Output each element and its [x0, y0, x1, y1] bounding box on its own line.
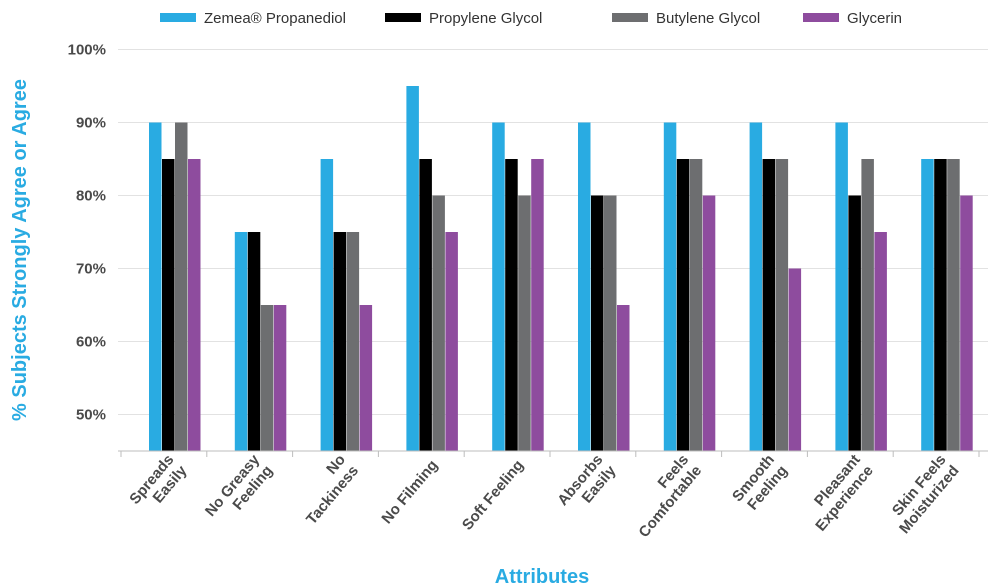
- y-tick-label: 50%: [76, 407, 106, 424]
- bar-propylene-glycol-1: [247, 232, 261, 451]
- x-axis-title: Attributes: [495, 566, 589, 588]
- bar-propylene-glycol-5: [591, 195, 604, 451]
- legend-swatch: [385, 13, 421, 22]
- legend-swatch: [612, 13, 648, 22]
- x-axis: [118, 450, 988, 457]
- y-tick-label: 80%: [76, 188, 106, 205]
- y-tick-label: 70%: [76, 261, 106, 278]
- bar-glycerin-1: [273, 305, 287, 451]
- bar-propylene-glycol-8: [848, 195, 861, 451]
- x-category-label-line: No Filming: [378, 457, 441, 527]
- legend-label: Zemea® Propanediol: [204, 10, 346, 27]
- bar-butylene-glycol-9: [947, 159, 960, 451]
- bar-glycerin-0: [188, 159, 201, 451]
- bar-zemea-propanediol-0: [149, 122, 162, 451]
- bar-glycerin-8: [874, 232, 887, 451]
- y-tick-label: 90%: [76, 115, 106, 132]
- bar-butylene-glycol-0: [175, 122, 188, 451]
- bar-butylene-glycol-1: [260, 305, 274, 451]
- bar-zemea-propanediol-3: [406, 86, 419, 451]
- bar-propylene-glycol-6: [676, 159, 690, 451]
- bar-zemea-propanediol-5: [578, 122, 591, 451]
- bar-zemea-propanediol-9: [921, 159, 934, 451]
- bar-propylene-glycol-9: [934, 159, 947, 451]
- bar-zemea-propanediol-7: [749, 122, 763, 451]
- bar-butylene-glycol-7: [775, 159, 789, 451]
- bar-propylene-glycol-4: [505, 159, 518, 451]
- y-tick-label: 100%: [68, 42, 106, 59]
- x-category-label: Soft Feeling: [459, 457, 527, 534]
- bar-propylene-glycol-0: [162, 159, 175, 451]
- bar-zemea-propanediol-8: [835, 122, 848, 451]
- bar-glycerin-9: [960, 195, 973, 451]
- bar-zemea-propanediol-2: [320, 159, 334, 451]
- y-axis-title: % Subjects Strongly Agree or Agree: [9, 79, 31, 421]
- legend-label: Propylene Glycol: [429, 10, 542, 27]
- y-tick-label: 60%: [76, 334, 106, 351]
- bar-propylene-glycol-3: [419, 159, 432, 451]
- bar-butylene-glycol-3: [432, 195, 445, 451]
- legend-label: Glycerin: [847, 10, 902, 27]
- bar-butylene-glycol-4: [518, 195, 531, 451]
- bar-propylene-glycol-2: [333, 232, 347, 451]
- legend-swatch: [160, 13, 196, 22]
- y-axis-ticks: 50% 60% 70% 80% 90% 100%: [68, 42, 106, 424]
- legend: Zemea® Propanediol Propylene Glycol Butyle…: [160, 10, 902, 27]
- bar-zemea-propanediol-1: [234, 232, 248, 451]
- bar-glycerin-4: [531, 159, 544, 451]
- bar-butylene-glycol-6: [689, 159, 703, 451]
- x-category-label: No Filming: [378, 457, 441, 527]
- bar-glycerin-7: [788, 268, 802, 451]
- legend-label: Butylene Glycol: [656, 10, 760, 27]
- bar-butylene-glycol-5: [604, 195, 617, 451]
- bar-zemea-propanediol-6: [663, 122, 677, 451]
- bar-glycerin-2: [359, 305, 373, 451]
- bar-glycerin-3: [445, 232, 458, 451]
- x-category-label-line: Soft Feeling: [459, 457, 527, 534]
- bar-glycerin-5: [617, 305, 630, 451]
- legend-swatch: [803, 13, 839, 22]
- bars: [149, 86, 973, 451]
- bar-butylene-glycol-8: [861, 159, 874, 451]
- bar-butylene-glycol-2: [346, 232, 360, 451]
- bar-zemea-propanediol-4: [492, 122, 505, 451]
- bar-glycerin-6: [702, 195, 716, 451]
- bar-propylene-glycol-7: [762, 159, 776, 451]
